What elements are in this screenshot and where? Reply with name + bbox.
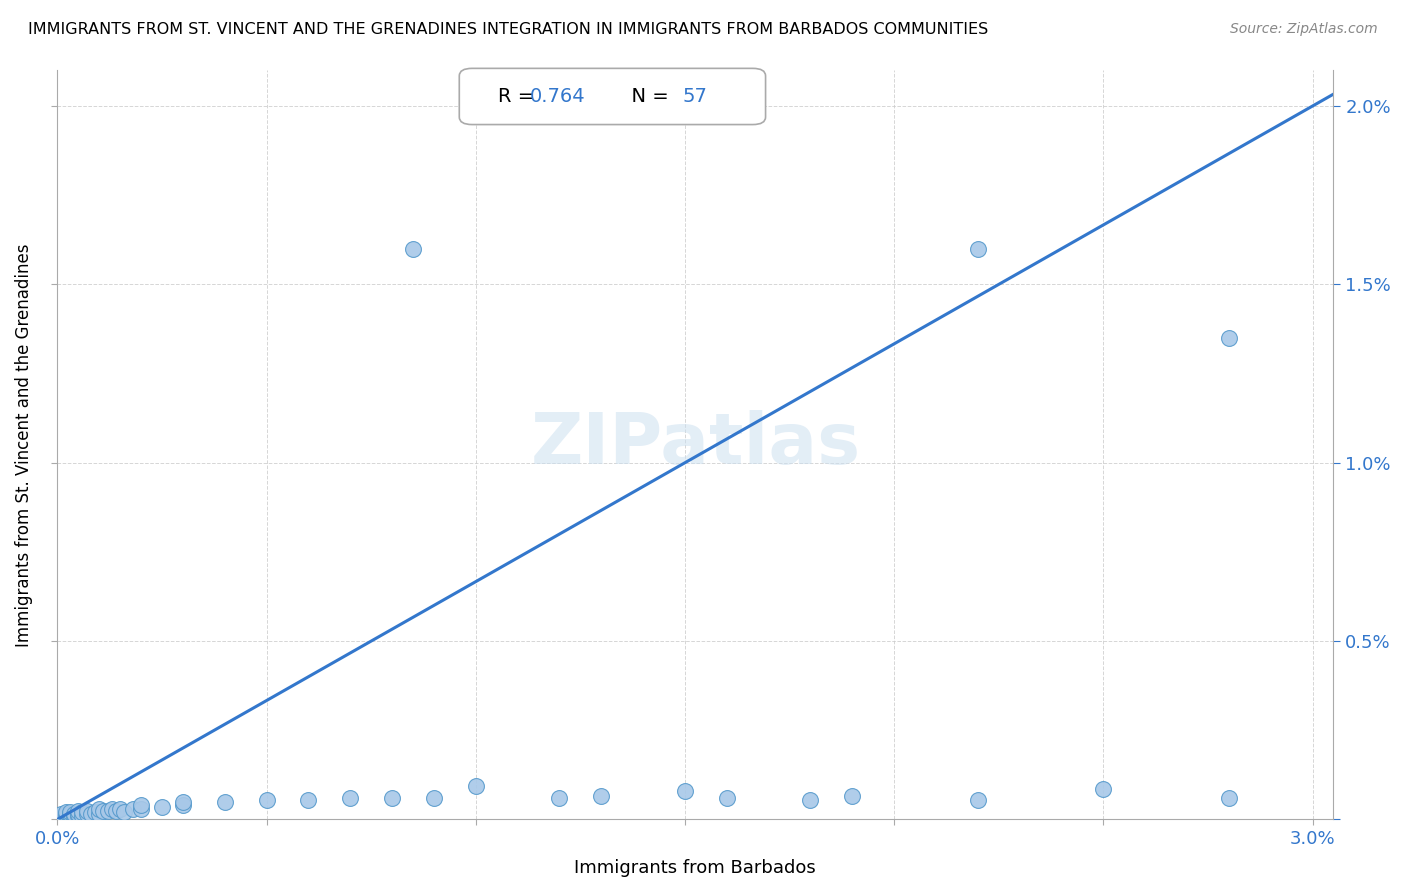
Point xyxy=(1092,782,1115,797)
Point xyxy=(76,807,98,822)
Point xyxy=(966,242,988,256)
Point xyxy=(150,800,173,814)
Point xyxy=(112,805,135,820)
Point xyxy=(89,802,111,816)
Point xyxy=(172,798,194,813)
Point xyxy=(129,802,152,816)
Point xyxy=(1218,331,1240,345)
Point xyxy=(966,793,988,807)
Text: 57: 57 xyxy=(683,87,707,106)
Point xyxy=(339,791,361,805)
Point xyxy=(76,804,98,818)
Point xyxy=(63,809,86,823)
Point xyxy=(80,807,103,822)
Point xyxy=(55,809,77,823)
Y-axis label: Immigrants from St. Vincent and the Grenadines: Immigrants from St. Vincent and the Gren… xyxy=(15,244,32,647)
Point xyxy=(256,793,278,807)
Point xyxy=(67,809,90,823)
Text: 0.764: 0.764 xyxy=(530,87,585,106)
Point xyxy=(55,805,77,820)
Point xyxy=(63,807,86,822)
Point xyxy=(423,791,446,805)
Point xyxy=(100,802,122,816)
Point xyxy=(297,793,319,807)
Text: R =: R = xyxy=(498,87,540,106)
Point xyxy=(121,802,143,816)
Text: Source: ZipAtlas.com: Source: ZipAtlas.com xyxy=(1230,22,1378,37)
Point xyxy=(72,809,94,823)
Point xyxy=(108,802,131,816)
Point xyxy=(841,789,863,804)
Point xyxy=(799,793,821,807)
Point xyxy=(381,791,404,805)
Point xyxy=(84,805,107,820)
Point xyxy=(716,791,738,805)
Point xyxy=(91,804,114,818)
Point xyxy=(673,784,696,798)
FancyBboxPatch shape xyxy=(460,69,765,125)
Point xyxy=(548,791,571,805)
X-axis label: Immigrants from Barbados: Immigrants from Barbados xyxy=(575,859,817,877)
Text: ZIPatlas: ZIPatlas xyxy=(530,410,860,479)
Point xyxy=(59,809,82,823)
Point xyxy=(89,807,111,822)
Point xyxy=(591,789,613,804)
Point xyxy=(59,807,82,822)
Point xyxy=(402,242,425,256)
Point xyxy=(51,809,73,823)
Point xyxy=(67,807,90,822)
Point xyxy=(67,804,90,818)
Point xyxy=(172,795,194,809)
Point xyxy=(55,807,77,822)
Point xyxy=(214,795,236,809)
Text: IMMIGRANTS FROM ST. VINCENT AND THE GRENADINES INTEGRATION IN IMMIGRANTS FROM BA: IMMIGRANTS FROM ST. VINCENT AND THE GREN… xyxy=(28,22,988,37)
Point xyxy=(104,804,127,818)
Text: N =: N = xyxy=(619,87,675,106)
Point xyxy=(51,807,73,822)
Point xyxy=(59,805,82,820)
Point xyxy=(72,805,94,820)
Point xyxy=(464,779,486,793)
Point xyxy=(129,798,152,813)
Point xyxy=(96,804,118,818)
Point xyxy=(1218,791,1240,805)
